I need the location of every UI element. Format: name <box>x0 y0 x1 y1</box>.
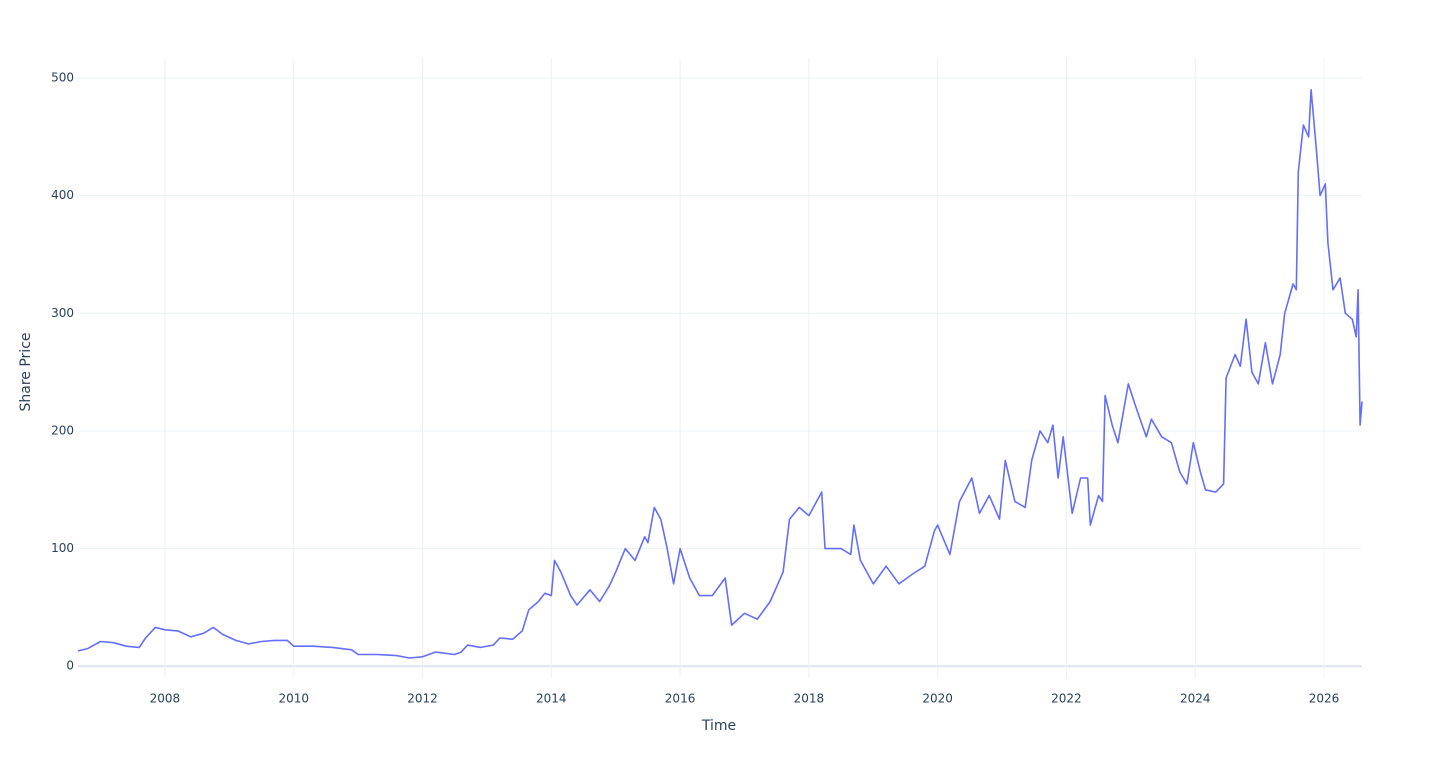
y-tick-label: 500 <box>51 71 74 85</box>
price-line <box>77 89 1363 659</box>
y-tick-label: 100 <box>51 541 74 555</box>
y-tick-label: 400 <box>51 188 74 202</box>
x-tick-label: 2020 <box>922 692 953 706</box>
y-tick-label: 0 <box>66 659 74 673</box>
x-tick-label: 2024 <box>1180 692 1211 706</box>
x-axis-title: Time <box>701 718 736 734</box>
y-axis-title: Share Price <box>18 332 34 411</box>
y-tick-label: 200 <box>51 423 74 437</box>
x-tick-label: 2012 <box>407 692 438 706</box>
x-tick-label: 2010 <box>278 692 309 706</box>
x-tick-label: 2022 <box>1051 692 1082 706</box>
x-tick-label: 2008 <box>150 692 181 706</box>
x-tick-label: 2014 <box>536 692 567 706</box>
x-tick-label: 2026 <box>1309 692 1340 706</box>
x-tick-label: 2016 <box>665 692 696 706</box>
y-tick-label: 300 <box>51 306 74 320</box>
x-tick-label: 2018 <box>794 692 825 706</box>
